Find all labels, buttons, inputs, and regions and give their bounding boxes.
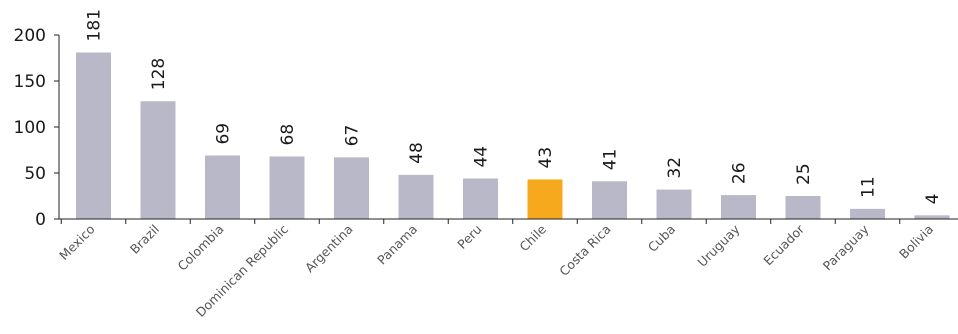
value-label: 48	[407, 142, 427, 164]
bar-peru	[463, 178, 498, 219]
bar-uruguay	[721, 195, 756, 219]
bar-paraguay	[850, 208, 885, 219]
bar-chile	[527, 179, 563, 219]
value-labels: 181 128 69 68 67 48 44 43 41 32 26 25 11 4	[85, 9, 944, 204]
bar-cuba	[656, 189, 692, 219]
category-label: Costa Rica	[556, 222, 613, 279]
value-label: 43	[536, 147, 556, 169]
bar-argentina	[334, 157, 369, 219]
value-label: 69	[214, 123, 234, 145]
value-label: 32	[665, 157, 685, 179]
y-tick-label: 200	[14, 26, 46, 46]
y-tick-label: 0	[35, 210, 46, 230]
value-label: 4	[923, 193, 943, 204]
value-label: 26	[730, 162, 750, 184]
category-label: Ecuador	[760, 221, 807, 268]
y-tick-label: 100	[14, 118, 46, 138]
value-label: 11	[859, 176, 879, 198]
value-label: 67	[343, 125, 363, 147]
value-label: 128	[149, 58, 169, 90]
category-label: Mexico	[56, 222, 97, 263]
bar-panama	[398, 174, 434, 219]
value-label: 181	[85, 9, 105, 41]
bars	[76, 52, 950, 220]
bar-colombia	[205, 155, 240, 219]
value-label: 44	[472, 146, 492, 168]
value-label: 41	[601, 149, 621, 171]
category-label: Argentina	[302, 222, 356, 276]
category-label: Chile	[516, 221, 549, 254]
bar-costa-rica	[592, 181, 627, 219]
x-axis	[59, 218, 958, 224]
bar-dominican-republic	[269, 156, 305, 219]
category-label: Bolivia	[896, 222, 936, 262]
category-label: Colombia	[174, 222, 226, 274]
category-label: Uruguay	[694, 221, 743, 270]
bar-ecuador	[785, 196, 821, 219]
category-label: Paraguay	[820, 221, 872, 273]
value-label: 68	[278, 124, 298, 146]
category-label: Peru	[454, 222, 484, 252]
bar-bolivia	[914, 215, 950, 219]
value-label: 25	[794, 163, 814, 185]
y-tick-label: 50	[24, 164, 46, 184]
category-label: Brazil	[127, 222, 162, 257]
y-axis: 0 50 100 150 200	[14, 26, 60, 230]
y-tick-label: 150	[14, 72, 46, 92]
bar-mexico	[76, 52, 111, 220]
category-label: Cuba	[645, 222, 678, 255]
bar-brazil	[140, 101, 176, 219]
category-label: Panama	[374, 222, 420, 268]
